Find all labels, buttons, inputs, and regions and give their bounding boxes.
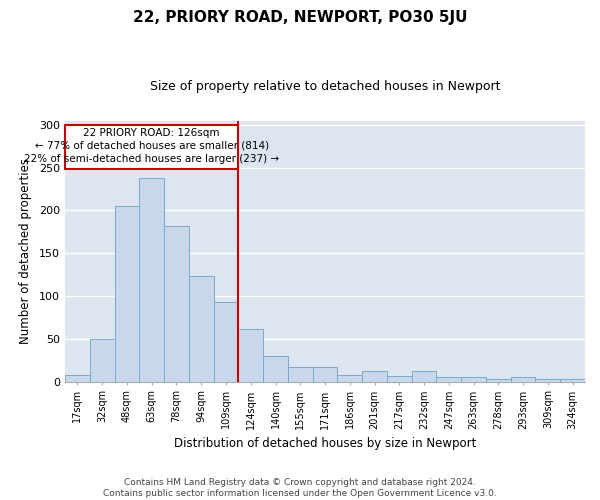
- X-axis label: Distribution of detached houses by size in Newport: Distribution of detached houses by size …: [174, 437, 476, 450]
- Bar: [535, 379, 560, 382]
- Bar: [164, 226, 189, 382]
- Bar: [387, 376, 412, 382]
- Bar: [115, 206, 139, 382]
- Bar: [189, 276, 214, 382]
- Text: ← 77% of detached houses are smaller (814): ← 77% of detached houses are smaller (81…: [35, 141, 269, 151]
- Text: 22 PRIORY ROAD: 126sqm: 22 PRIORY ROAD: 126sqm: [83, 128, 220, 138]
- Text: 22, PRIORY ROAD, NEWPORT, PO30 5JU: 22, PRIORY ROAD, NEWPORT, PO30 5JU: [133, 10, 467, 25]
- Bar: [313, 367, 337, 382]
- Bar: [214, 302, 238, 382]
- Text: 22% of semi-detached houses are larger (237) →: 22% of semi-detached houses are larger (…: [24, 154, 279, 164]
- Bar: [337, 375, 362, 382]
- FancyBboxPatch shape: [65, 125, 238, 170]
- Bar: [560, 379, 585, 382]
- Bar: [90, 339, 115, 382]
- Bar: [362, 372, 387, 382]
- Y-axis label: Number of detached properties: Number of detached properties: [19, 158, 32, 344]
- Bar: [461, 378, 486, 382]
- Bar: [436, 378, 461, 382]
- Bar: [511, 378, 535, 382]
- Bar: [288, 367, 313, 382]
- Bar: [65, 375, 90, 382]
- Title: Size of property relative to detached houses in Newport: Size of property relative to detached ho…: [150, 80, 500, 93]
- Bar: [238, 330, 263, 382]
- Bar: [486, 379, 511, 382]
- Bar: [412, 372, 436, 382]
- Bar: [139, 178, 164, 382]
- Bar: [263, 356, 288, 382]
- Text: Contains HM Land Registry data © Crown copyright and database right 2024.
Contai: Contains HM Land Registry data © Crown c…: [103, 478, 497, 498]
